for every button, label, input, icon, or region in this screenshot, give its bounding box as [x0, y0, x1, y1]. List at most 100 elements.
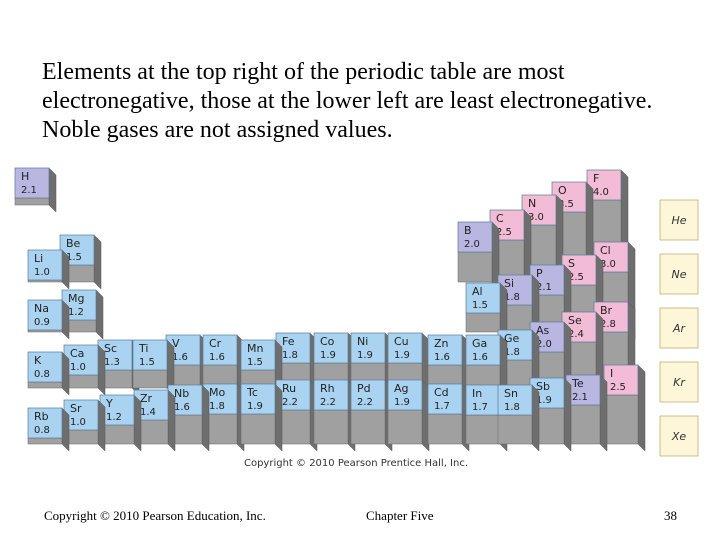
element-value: 1.5 [472, 300, 488, 311]
element-symbol: Co [320, 335, 335, 348]
element-symbol: I [610, 367, 613, 380]
element-value: 2.5 [568, 272, 584, 283]
element-value: 1.9 [394, 350, 410, 361]
element-face [202, 334, 238, 366]
column-side [201, 384, 210, 452]
element-value: 1.9 [357, 350, 373, 361]
element-symbol: Mg [68, 292, 84, 305]
element-symbol: Tc [246, 386, 258, 399]
element-symbol: Ca [70, 347, 84, 360]
element-symbol: P [536, 267, 543, 280]
element-value: 1.8 [504, 402, 520, 413]
noble-gas-symbol: Kr [673, 376, 686, 389]
element-symbol: Mn [247, 342, 263, 355]
element-symbol: Y [105, 397, 113, 410]
column-side [93, 234, 102, 290]
element-value: 2.1 [536, 282, 552, 293]
element-symbol: Cl [600, 244, 611, 257]
column-front [27, 381, 63, 389]
element-value: 3.5 [558, 199, 574, 210]
element-value: 1.9 [394, 397, 410, 408]
element-symbol: C [496, 212, 504, 225]
element-value: 1.0 [34, 267, 50, 278]
element-face [465, 282, 501, 314]
element-value: 2.0 [536, 339, 552, 350]
element-face [240, 339, 276, 371]
element-symbol: N [528, 197, 536, 210]
column-front [565, 404, 601, 445]
element-symbol: F [593, 172, 599, 185]
column-side [531, 384, 540, 452]
element-face [63, 399, 99, 431]
element-value: 1.9 [536, 395, 552, 406]
column-side [61, 299, 70, 340]
column-front [240, 413, 276, 445]
column-front [465, 364, 501, 389]
image-credit: Copyright © 2010 Pearson Prentice Hall, … [244, 458, 468, 469]
element-value: 0.8 [34, 369, 50, 380]
element-symbol: Zr [140, 392, 153, 405]
element-value: 1.8 [504, 292, 520, 303]
footer-center: Chapter Five [366, 508, 434, 523]
column-front [350, 409, 386, 445]
footer-right: 38 [664, 508, 677, 523]
element-face [27, 407, 63, 439]
element-symbol: Si [504, 277, 514, 290]
element-symbol: S [568, 257, 575, 270]
column-side [133, 394, 142, 452]
electronegativity-table: Copyright © 2010 Pearson Prentice Hall, … [14, 167, 699, 469]
noble-gas-symbol: Ne [672, 268, 687, 281]
column-front [27, 437, 63, 445]
column-side [563, 377, 572, 452]
element-value: 1.8 [504, 347, 520, 358]
element-symbol: Rh [320, 382, 335, 395]
column-front [313, 409, 349, 445]
element-face [521, 194, 557, 226]
element-value: 1.7 [472, 402, 488, 413]
element-face [27, 299, 63, 331]
column-side [97, 399, 106, 452]
element-symbol: Al [472, 285, 483, 298]
column-front [457, 251, 493, 283]
element-value: 2.1 [21, 185, 37, 196]
element-value: 1.3 [104, 357, 120, 368]
element-face [240, 383, 276, 415]
element-value: 1.5 [66, 252, 82, 263]
column-front [603, 394, 639, 445]
element-value: 2.2 [282, 397, 298, 408]
element-value: 2.5 [496, 227, 512, 238]
element-value: 1.0 [70, 362, 86, 373]
column-side [599, 374, 608, 452]
element-symbol: K [34, 354, 42, 367]
element-symbol: Zn [434, 337, 449, 350]
column-side [167, 389, 176, 452]
element-value: 2.2 [320, 397, 336, 408]
element-symbol: Rb [34, 410, 49, 423]
element-face [350, 379, 386, 411]
element-value: 2.5 [610, 382, 626, 393]
element-symbol: H [21, 170, 29, 183]
element-symbol: Sr [70, 402, 82, 415]
element-symbol: Ge [504, 332, 520, 345]
element-face [497, 384, 533, 416]
column-side [61, 407, 70, 452]
column-front [465, 414, 501, 445]
element-value: 1.7 [434, 401, 450, 412]
element-value: 1.6 [209, 352, 225, 363]
element-face [465, 384, 501, 416]
element-face [427, 383, 463, 415]
element-value: 4.0 [593, 187, 609, 198]
column-side [61, 351, 70, 396]
element-face [313, 332, 349, 364]
element-symbol: Mo [209, 386, 225, 399]
element-symbol: Sc [104, 342, 117, 355]
element-face [27, 351, 63, 383]
column-side [637, 364, 646, 452]
slide-text: Elements at the top right of the periodi… [42, 59, 653, 143]
element-symbol: Sb [536, 380, 550, 393]
element-value: 2.4 [568, 329, 584, 340]
element-value: 1.2 [106, 412, 122, 423]
element-symbol: Se [568, 314, 582, 327]
element-symbol: Br [600, 304, 613, 317]
column-side [61, 249, 70, 290]
